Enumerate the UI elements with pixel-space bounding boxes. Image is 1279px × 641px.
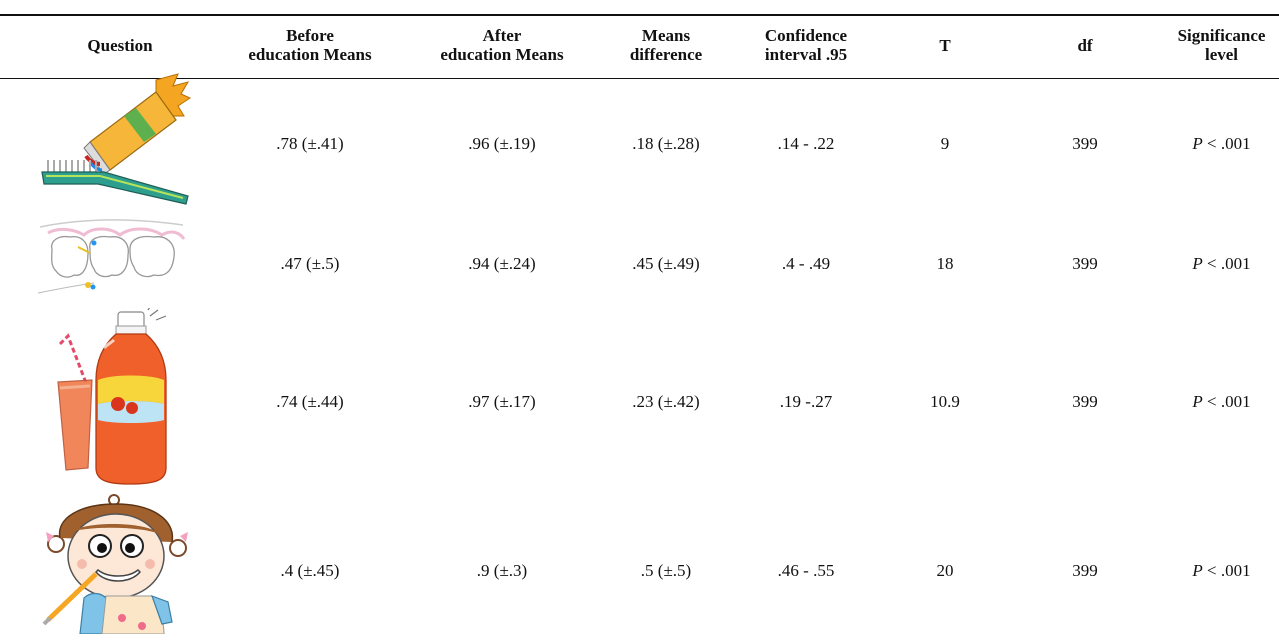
- row2-means-difference: .45 (±.49): [632, 253, 700, 273]
- header-means-difference: Means difference: [629, 26, 703, 64]
- row2-after-means: .94 (±.24): [468, 253, 536, 273]
- row2-df: 399: [1072, 253, 1098, 273]
- row1-means-difference: .18 (±.28): [632, 133, 700, 153]
- table-header-rule: [0, 78, 1279, 79]
- header-question: Question: [87, 35, 153, 55]
- soda-bottle-drink-icon: [52, 308, 177, 486]
- row4-significance: P < .001: [1192, 560, 1251, 580]
- row1-confidence-interval: .14 - .22: [777, 133, 835, 153]
- row1-df: 399: [1072, 133, 1098, 153]
- header-confidence-interval: Confidence interval .95: [764, 26, 848, 64]
- row3-t: 10.9: [930, 391, 960, 411]
- row2-before-means: .47 (±.5): [280, 253, 340, 273]
- row1-before-means: .78 (±.41): [276, 133, 344, 153]
- row4-before-means: .4 (±.45): [280, 560, 340, 580]
- row4-t: 20: [936, 560, 954, 580]
- row3-significance: P < .001: [1192, 391, 1251, 411]
- row3-means-difference: .23 (±.42): [632, 391, 700, 411]
- row3-confidence-interval: .19 -.27: [779, 391, 833, 411]
- row2-t: 18: [936, 253, 954, 273]
- header-significance-level: Significance level: [1177, 26, 1266, 64]
- row4-df: 399: [1072, 560, 1098, 580]
- girl-brushing-teeth-icon: [40, 492, 190, 634]
- row1-after-means: .96 (±.19): [468, 133, 536, 153]
- table-top-rule: [0, 14, 1279, 16]
- header-t: T: [939, 35, 951, 55]
- dental-floss-teeth-icon: [38, 213, 188, 303]
- row1-significance: P < .001: [1192, 133, 1251, 153]
- row4-after-means: .9 (±.3): [476, 560, 528, 580]
- header-before-means: Before education Means: [248, 26, 372, 64]
- row2-significance: P < .001: [1192, 253, 1251, 273]
- header-after-means: After education Means: [440, 26, 564, 64]
- row1-t: 9: [940, 133, 950, 153]
- row3-after-means: .97 (±.17): [468, 391, 536, 411]
- row4-means-difference: .5 (±.5): [640, 560, 692, 580]
- row4-confidence-interval: .46 - .55: [777, 560, 835, 580]
- header-df: df: [1077, 35, 1093, 55]
- row3-df: 399: [1072, 391, 1098, 411]
- toothbrush-toothpaste-icon: [38, 72, 193, 207]
- row2-confidence-interval: .4 - .49: [781, 253, 831, 273]
- row3-before-means: .74 (±.44): [276, 391, 344, 411]
